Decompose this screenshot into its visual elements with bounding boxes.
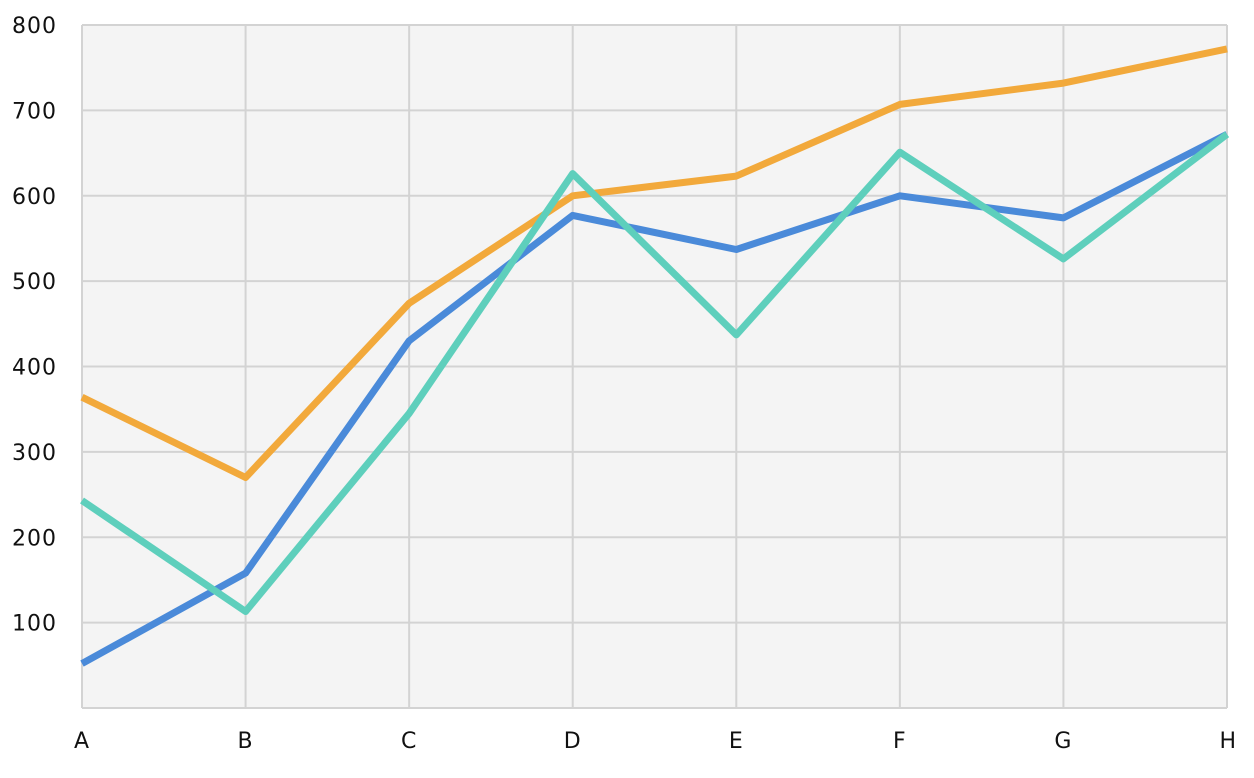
- x-tick-label: B: [238, 729, 254, 754]
- y-tick-label: 800: [12, 14, 57, 39]
- y-axis-tick-labels: 100 200 300 400 500 600 700 800: [12, 14, 57, 637]
- x-tick-label: H: [1219, 729, 1237, 754]
- y-tick-label: 400: [12, 356, 57, 381]
- vertical-gridlines: [81, 25, 1228, 708]
- x-axis-tick-labels: A B C D E F G H: [74, 729, 1237, 754]
- series-lines: [80, 45, 1230, 667]
- y-tick-label: 500: [12, 270, 57, 295]
- series-line-2: [80, 131, 1229, 667]
- x-tick-label: D: [564, 729, 582, 754]
- y-tick-label: 600: [12, 185, 57, 210]
- y-tick-label: 100: [12, 612, 57, 637]
- x-tick-label: F: [893, 729, 907, 754]
- y-tick-label: 300: [12, 441, 57, 466]
- x-tick-label: C: [401, 729, 417, 754]
- x-tick-label: A: [74, 729, 90, 754]
- y-tick-label: 200: [12, 526, 57, 551]
- x-tick-label: E: [729, 729, 744, 754]
- y-tick-label: 700: [12, 99, 57, 124]
- series-line-3: [80, 131, 1230, 615]
- x-tick-label: G: [1054, 729, 1072, 754]
- series-line-1: [80, 45, 1228, 481]
